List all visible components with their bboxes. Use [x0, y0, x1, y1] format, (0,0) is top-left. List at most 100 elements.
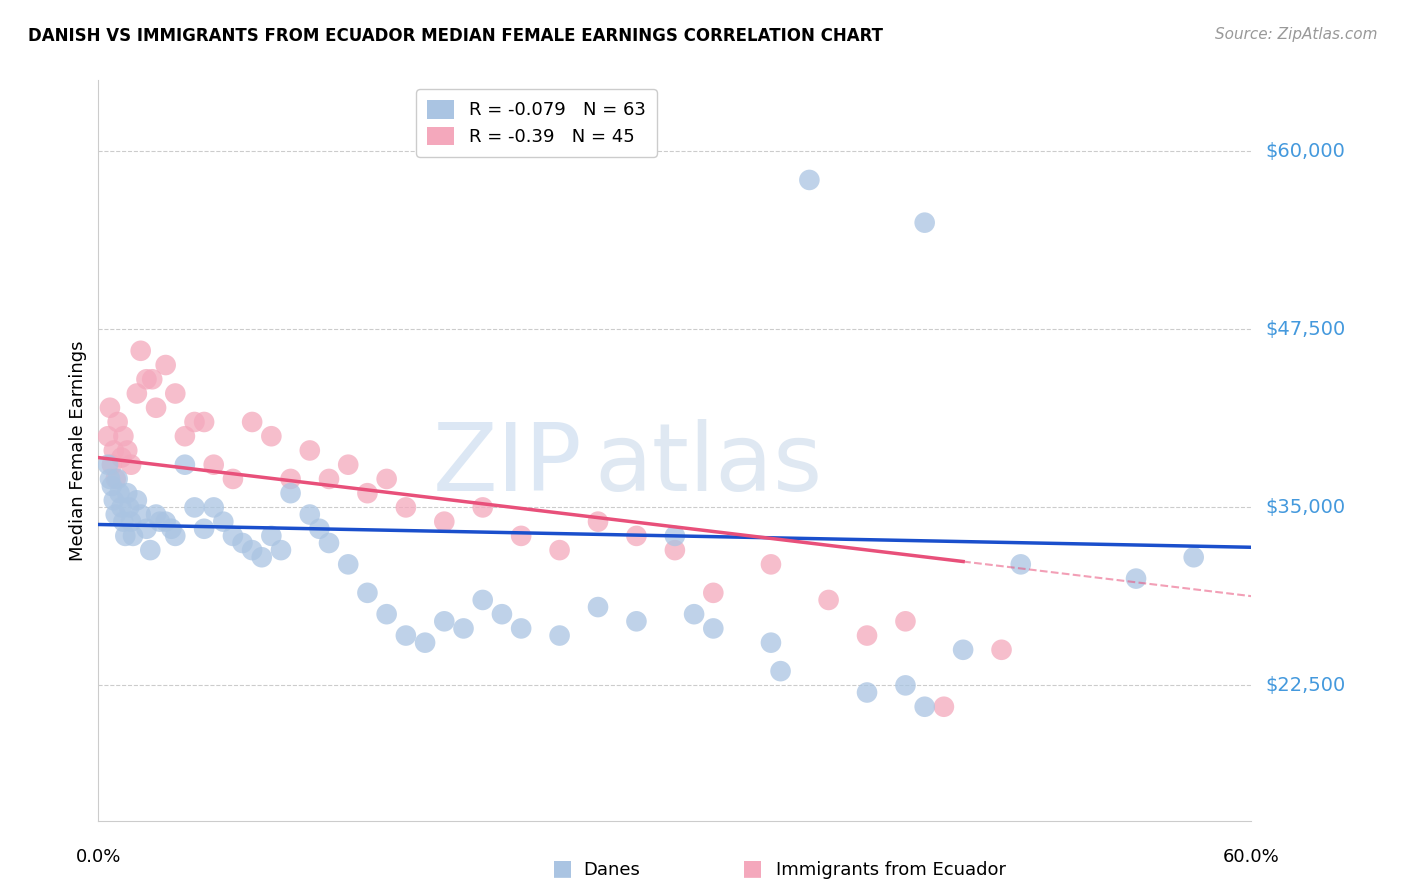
Point [141, 372, 163, 386]
Text: $60,000: $60,000 [1265, 142, 1346, 161]
Point [101, 479, 124, 493]
Point [510, 529, 533, 543]
Point [231, 536, 254, 550]
Point [413, 635, 436, 649]
Point [107, 472, 129, 486]
Point [183, 415, 205, 429]
Point [356, 586, 378, 600]
Point [174, 429, 197, 443]
Point [914, 699, 936, 714]
Text: atlas: atlas [595, 419, 823, 511]
Point [298, 443, 321, 458]
Point [914, 216, 936, 230]
Point [108, 486, 131, 500]
Text: ZIP: ZIP [433, 419, 582, 511]
Point [149, 515, 172, 529]
Point [1125, 572, 1147, 586]
Point [112, 429, 135, 443]
Point [155, 358, 177, 372]
Point [240, 543, 263, 558]
Point [212, 515, 235, 529]
Text: Source: ZipAtlas.com: Source: ZipAtlas.com [1215, 27, 1378, 42]
Point [280, 472, 302, 486]
Point [433, 515, 456, 529]
Point [799, 173, 821, 187]
Point [103, 443, 125, 458]
Point [856, 685, 879, 699]
Point [626, 529, 648, 543]
Point [104, 508, 127, 522]
Point [932, 699, 955, 714]
Point [112, 515, 135, 529]
Point [97, 429, 120, 443]
Point [114, 529, 136, 543]
Point [193, 522, 215, 536]
Point [491, 607, 513, 622]
Text: DANISH VS IMMIGRANTS FROM ECUADOR MEDIAN FEMALE EARNINGS CORRELATION CHART: DANISH VS IMMIGRANTS FROM ECUADOR MEDIAN… [28, 27, 883, 45]
Point [117, 486, 138, 500]
Y-axis label: Median Female Earnings: Median Female Earnings [69, 340, 87, 561]
Point [471, 500, 494, 515]
Point [125, 493, 148, 508]
Point [174, 458, 197, 472]
Point [110, 450, 132, 465]
Point [759, 635, 782, 649]
Point [183, 500, 205, 515]
Point [125, 386, 148, 401]
Point [298, 508, 321, 522]
Point [98, 401, 121, 415]
Point [103, 493, 125, 508]
Text: ■: ■ [742, 859, 762, 879]
Point [471, 593, 494, 607]
Point [626, 615, 648, 629]
Legend: R = -0.079   N = 63, R = -0.39   N = 45: R = -0.079 N = 63, R = -0.39 N = 45 [416, 89, 657, 157]
Point [395, 500, 418, 515]
Point [120, 458, 142, 472]
Point [135, 522, 157, 536]
Point [894, 678, 917, 692]
Point [769, 664, 792, 678]
Point [160, 522, 183, 536]
Point [702, 622, 724, 636]
Point [510, 622, 533, 636]
Point [1182, 550, 1205, 565]
Point [1010, 558, 1032, 572]
Point [129, 343, 152, 358]
Point [952, 642, 974, 657]
Point [104, 472, 127, 486]
Text: 0.0%: 0.0% [76, 848, 121, 866]
Point [129, 508, 152, 522]
Point [817, 593, 839, 607]
Point [155, 515, 177, 529]
Point [308, 522, 330, 536]
Text: 60.0%: 60.0% [1223, 848, 1279, 866]
Point [337, 558, 360, 572]
Point [240, 415, 263, 429]
Point [118, 500, 141, 515]
Point [145, 401, 167, 415]
Point [107, 415, 129, 429]
Point [135, 372, 157, 386]
Point [395, 628, 418, 642]
Point [202, 500, 225, 515]
Point [165, 386, 187, 401]
Point [856, 628, 879, 642]
Point [318, 536, 340, 550]
Point [548, 543, 571, 558]
Point [260, 529, 283, 543]
Text: $35,000: $35,000 [1265, 498, 1346, 516]
Point [759, 558, 782, 572]
Point [586, 515, 609, 529]
Point [894, 615, 917, 629]
Point [120, 515, 142, 529]
Point [260, 429, 283, 443]
Point [122, 529, 145, 543]
Point [337, 458, 360, 472]
Point [97, 458, 120, 472]
Text: $47,500: $47,500 [1265, 320, 1346, 339]
Point [318, 472, 340, 486]
Point [683, 607, 706, 622]
Point [270, 543, 292, 558]
Point [664, 543, 686, 558]
Point [375, 607, 398, 622]
